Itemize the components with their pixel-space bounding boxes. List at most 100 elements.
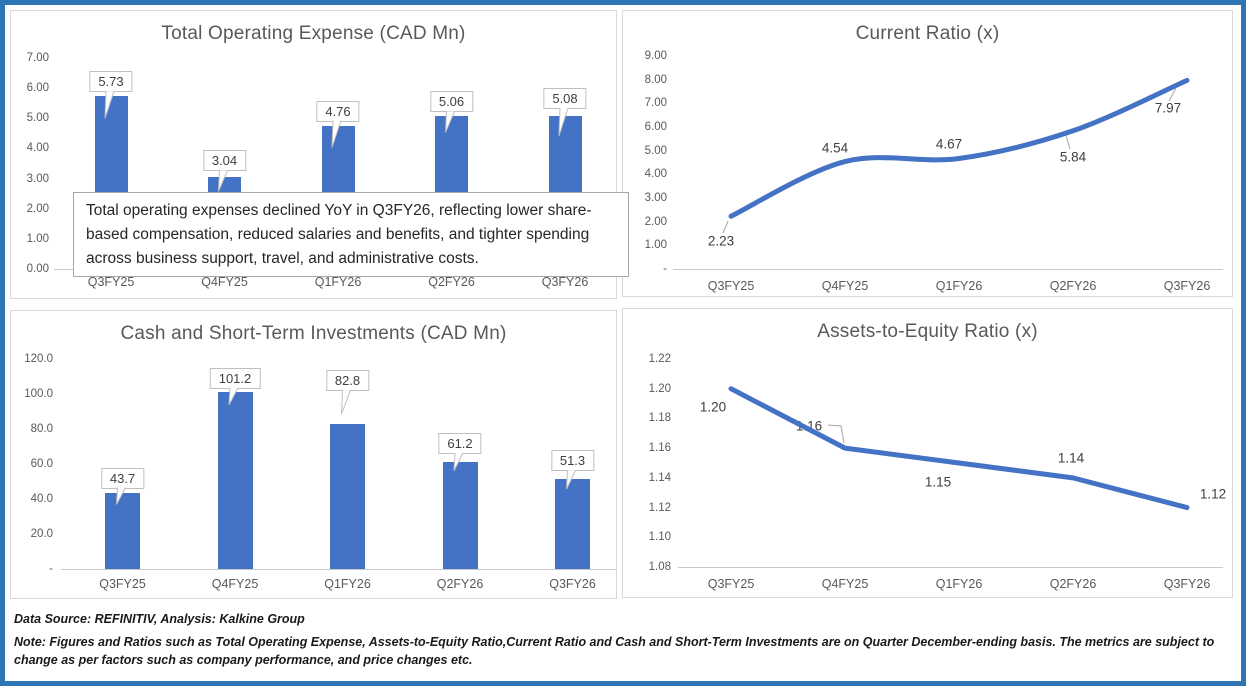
chart-title-cash-short-term-investments: Cash and Short-Term Investments (CAD Mn) <box>120 323 507 344</box>
y-axis-tick-label: 40.0 <box>30 493 53 505</box>
y-axis-tick-label: 5.00 <box>644 144 667 157</box>
data-label: 5.84 <box>1059 149 1087 165</box>
x-axis-label: Q3FY26 <box>541 275 589 289</box>
x-axis-label: Q1FY26 <box>324 577 371 591</box>
x-axis-label: Q4FY25 <box>211 577 259 591</box>
data-label-callout: 51.3 <box>550 450 595 472</box>
bar-q3fy25 <box>105 492 140 569</box>
bar-q2fy26 <box>442 461 478 569</box>
data-label-callout: 101.2 <box>209 367 261 389</box>
data-label-callout: 5.08 <box>543 87 587 109</box>
label-leader-line <box>1064 131 1071 150</box>
y-axis-tick-label: 8.00 <box>644 73 667 86</box>
data-label: 1.20 <box>699 399 727 415</box>
panel-current-ratio: Current Ratio (x) 9.00 8.00 7.00 6.00 5.00 4.… <box>622 10 1233 297</box>
annotation-box: Total operating expenses declined YoY in… <box>73 192 629 277</box>
y-axis-tick-label: 1.00 <box>644 239 667 252</box>
data-label-callout: 5.06 <box>429 91 474 113</box>
x-axis-line <box>61 569 617 570</box>
x-axis-line <box>678 567 1223 568</box>
data-label: 1.14 <box>1057 450 1085 466</box>
chart-canvas <box>728 386 1190 511</box>
data-source-text: Data Source: REFINITIV, Analysis: Kalkin… <box>14 612 305 626</box>
x-axis-label: Q3FY25 <box>99 577 146 591</box>
y-axis-tick-label: 2.00 <box>26 202 49 215</box>
data-label-callout: 3.04 <box>202 150 247 172</box>
y-axis-tick-label: 1.08 <box>648 561 671 573</box>
y-axis-tick-label: 6.00 <box>26 82 49 95</box>
label-leader-line <box>1168 87 1177 102</box>
x-axis-label: Q3FY25 <box>707 577 755 591</box>
y-axis-tick-label: 7.00 <box>644 97 667 110</box>
y-axis-tick-label: - <box>49 563 53 575</box>
y-axis-tick-label: 0.00 <box>26 263 49 275</box>
x-axis-label: Q3FY26 <box>549 577 596 591</box>
data-label: 4.54 <box>821 140 849 156</box>
x-axis-label: Q1FY26 <box>314 275 362 289</box>
data-label: 1.12 <box>1199 486 1227 502</box>
y-axis-tick-label: 3.00 <box>644 192 667 204</box>
x-axis-label: Q4FY25 <box>201 275 248 289</box>
x-axis-label: Q2FY26 <box>1049 279 1097 293</box>
data-label: 1.15 <box>924 474 952 490</box>
x-axis-label: Q2FY26 <box>436 577 484 591</box>
x-axis-label: Q3FY25 <box>707 279 755 293</box>
y-axis-tick-label: 3.00 <box>26 172 49 185</box>
x-axis-label: Q1FY26 <box>935 577 983 591</box>
chart-canvas <box>722 77 1190 234</box>
y-axis-tick-label: 120.0 <box>24 353 53 365</box>
y-axis-tick-label: - <box>663 263 667 275</box>
bar-q3fy26 <box>555 479 590 569</box>
x-axis-label: Q4FY25 <box>821 577 869 591</box>
panel-assets-to-equity-ratio: Assets-to-Equity Ratio (x) 1.22 1.20 1.18 1… <box>622 308 1233 598</box>
y-axis-tick-label: 9.00 <box>644 50 667 62</box>
y-axis-tick-label: 1.00 <box>26 232 49 245</box>
chart-title-assets-to-equity-ratio: Assets-to-Equity Ratio (x) <box>817 321 1038 342</box>
data-label-callout: 5.73 <box>89 71 133 93</box>
data-label: 4.67 <box>935 136 963 152</box>
data-label-callout: 82.8 <box>325 370 370 392</box>
y-axis-tick-label: 4.00 <box>26 142 49 155</box>
x-axis-label: Q1FY26 <box>935 279 983 293</box>
data-label-callout: 61.2 <box>438 432 482 454</box>
y-axis-tick-label: 6.00 <box>644 121 667 133</box>
data-label-callout: 43.7 <box>100 467 145 489</box>
bar-q1fy26 <box>330 424 365 569</box>
y-axis-tick-label: 1.16 <box>648 442 671 455</box>
y-axis-tick-label: 1.14 <box>648 471 671 484</box>
x-axis-label: Q4FY25 <box>821 279 869 293</box>
data-label: 7.97 <box>1154 100 1182 116</box>
x-axis-label: Q3FY25 <box>87 275 135 289</box>
chart-title-current-ratio: Current Ratio (x) <box>855 23 1000 44</box>
y-axis-tick-label: 7.00 <box>26 52 49 64</box>
y-axis-tick-label: 1.10 <box>648 531 671 544</box>
data-label-callout: 4.76 <box>316 100 360 122</box>
data-label: 1.16 <box>795 418 823 434</box>
y-axis-tick-label: 2.00 <box>644 215 667 228</box>
x-axis-label: Q2FY26 <box>428 275 475 289</box>
y-axis-tick-label: 5.00 <box>26 112 49 125</box>
callout-pointer <box>341 389 351 415</box>
label-leader-line <box>722 220 729 234</box>
label-leader-line <box>827 424 845 444</box>
x-axis-line <box>673 269 1223 270</box>
data-label: 2.23 <box>707 233 735 249</box>
panel-cash-short-term-investments: Cash and Short-Term Investments (CAD Mn)… <box>10 310 617 599</box>
y-axis-tick-label: 1.12 <box>648 501 671 514</box>
y-axis-tick-label: 1.20 <box>648 382 671 395</box>
y-axis-tick-label: 80.0 <box>30 423 53 435</box>
footer-notes: Data Source: REFINITIV, Analysis: Kalkin… <box>14 610 1241 669</box>
callout-pointer-layer <box>116 387 576 505</box>
y-axis-tick-label: 4.00 <box>644 168 667 181</box>
chart-title-total-operating-expense: Total Operating Expense (CAD Mn) <box>161 23 466 44</box>
x-axis-label: Q3FY26 <box>1163 577 1211 591</box>
disclaimer-note-text: Note: Figures and Ratios such as Total O… <box>14 635 1215 667</box>
y-axis-tick-label: 1.18 <box>648 412 671 425</box>
y-axis-tick-label: 1.22 <box>648 353 671 365</box>
y-axis-tick-label: 60.0 <box>30 458 53 470</box>
x-axis-label: Q2FY26 <box>1049 577 1097 591</box>
bar-q4fy25 <box>217 391 253 569</box>
x-axis-label: Q3FY26 <box>1163 279 1211 293</box>
y-axis-tick-label: 100.0 <box>24 388 53 400</box>
